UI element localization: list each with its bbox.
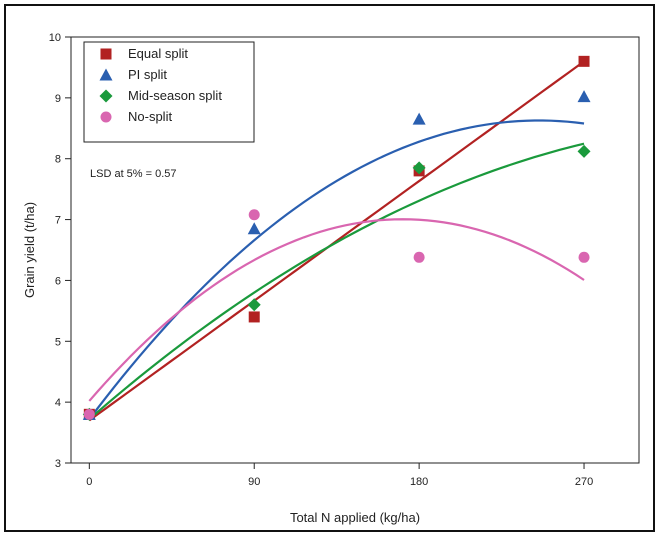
y-tick-label: 5: [55, 336, 61, 348]
x-axis-label: Total N applied (kg/ha): [290, 510, 420, 525]
legend-label: Equal split: [128, 46, 188, 61]
chart-svg: 0 90 180 270 3 4 5 6 7 8 9 10 Total N applied (kg/…: [22, 32, 640, 525]
fit-lines: [88, 60, 585, 422]
x-tick-label: 0: [86, 476, 92, 488]
data-point-no-split: [83, 408, 95, 420]
legend-items: Equal split PI split Mid-season split No-sp…: [99, 46, 222, 124]
legend-marker: [99, 89, 113, 103]
data-point-no-split: [413, 251, 425, 263]
x-tick-label: 270: [575, 476, 593, 488]
legend-box: [83, 41, 255, 143]
data-point-equal-split: [578, 55, 590, 67]
data-point-no-split: [578, 251, 590, 263]
data-point-no-split: [248, 209, 260, 221]
legend-marker: [100, 48, 112, 60]
y-tick-label: 6: [55, 275, 61, 287]
data-point-mid-season-split: [577, 144, 591, 158]
x-tick-label: 180: [410, 476, 428, 488]
fit-line-no-split: [88, 218, 585, 402]
data-point-pi-split: [577, 90, 591, 103]
data-point-pi-split: [247, 222, 261, 235]
chart-frame: 0 90 180 270 3 4 5 6 7 8 9 10 Total N applied (kg/…: [4, 4, 655, 532]
data-markers: [82, 55, 591, 421]
y-tick-label: 10: [49, 32, 61, 44]
lsd-annotation: LSD at 5% = 0.57: [90, 168, 177, 180]
legend-marker: [100, 111, 112, 123]
legend-label: PI split: [128, 67, 167, 82]
x-tick-label: 90: [248, 476, 260, 488]
y-tick-label: 9: [55, 93, 61, 105]
y-tick-label: 8: [55, 154, 61, 166]
y-tick-label: 7: [55, 215, 61, 227]
legend-label: No-split: [128, 109, 172, 124]
data-point-mid-season-split: [412, 161, 426, 175]
y-axis: 3 4 5 6 7 8 9 10: [49, 32, 71, 470]
y-tick-label: 4: [55, 397, 61, 409]
x-axis: 0 90 180 270: [86, 463, 593, 488]
data-point-equal-split: [248, 311, 260, 323]
y-tick-label: 3: [55, 458, 61, 470]
legend-label: Mid-season split: [128, 88, 222, 103]
fit-line-equal-split: [88, 60, 585, 422]
fit-line-mid-season-split: [88, 142, 585, 421]
fit-line-pi-split: [88, 119, 585, 420]
y-axis-label: Grain yield (t/ha): [22, 202, 37, 298]
legend-marker: [99, 68, 113, 81]
data-point-mid-season-split: [247, 298, 261, 312]
data-point-pi-split: [412, 112, 426, 125]
legend: Equal split PI split Mid-season split No-sp…: [83, 41, 255, 143]
